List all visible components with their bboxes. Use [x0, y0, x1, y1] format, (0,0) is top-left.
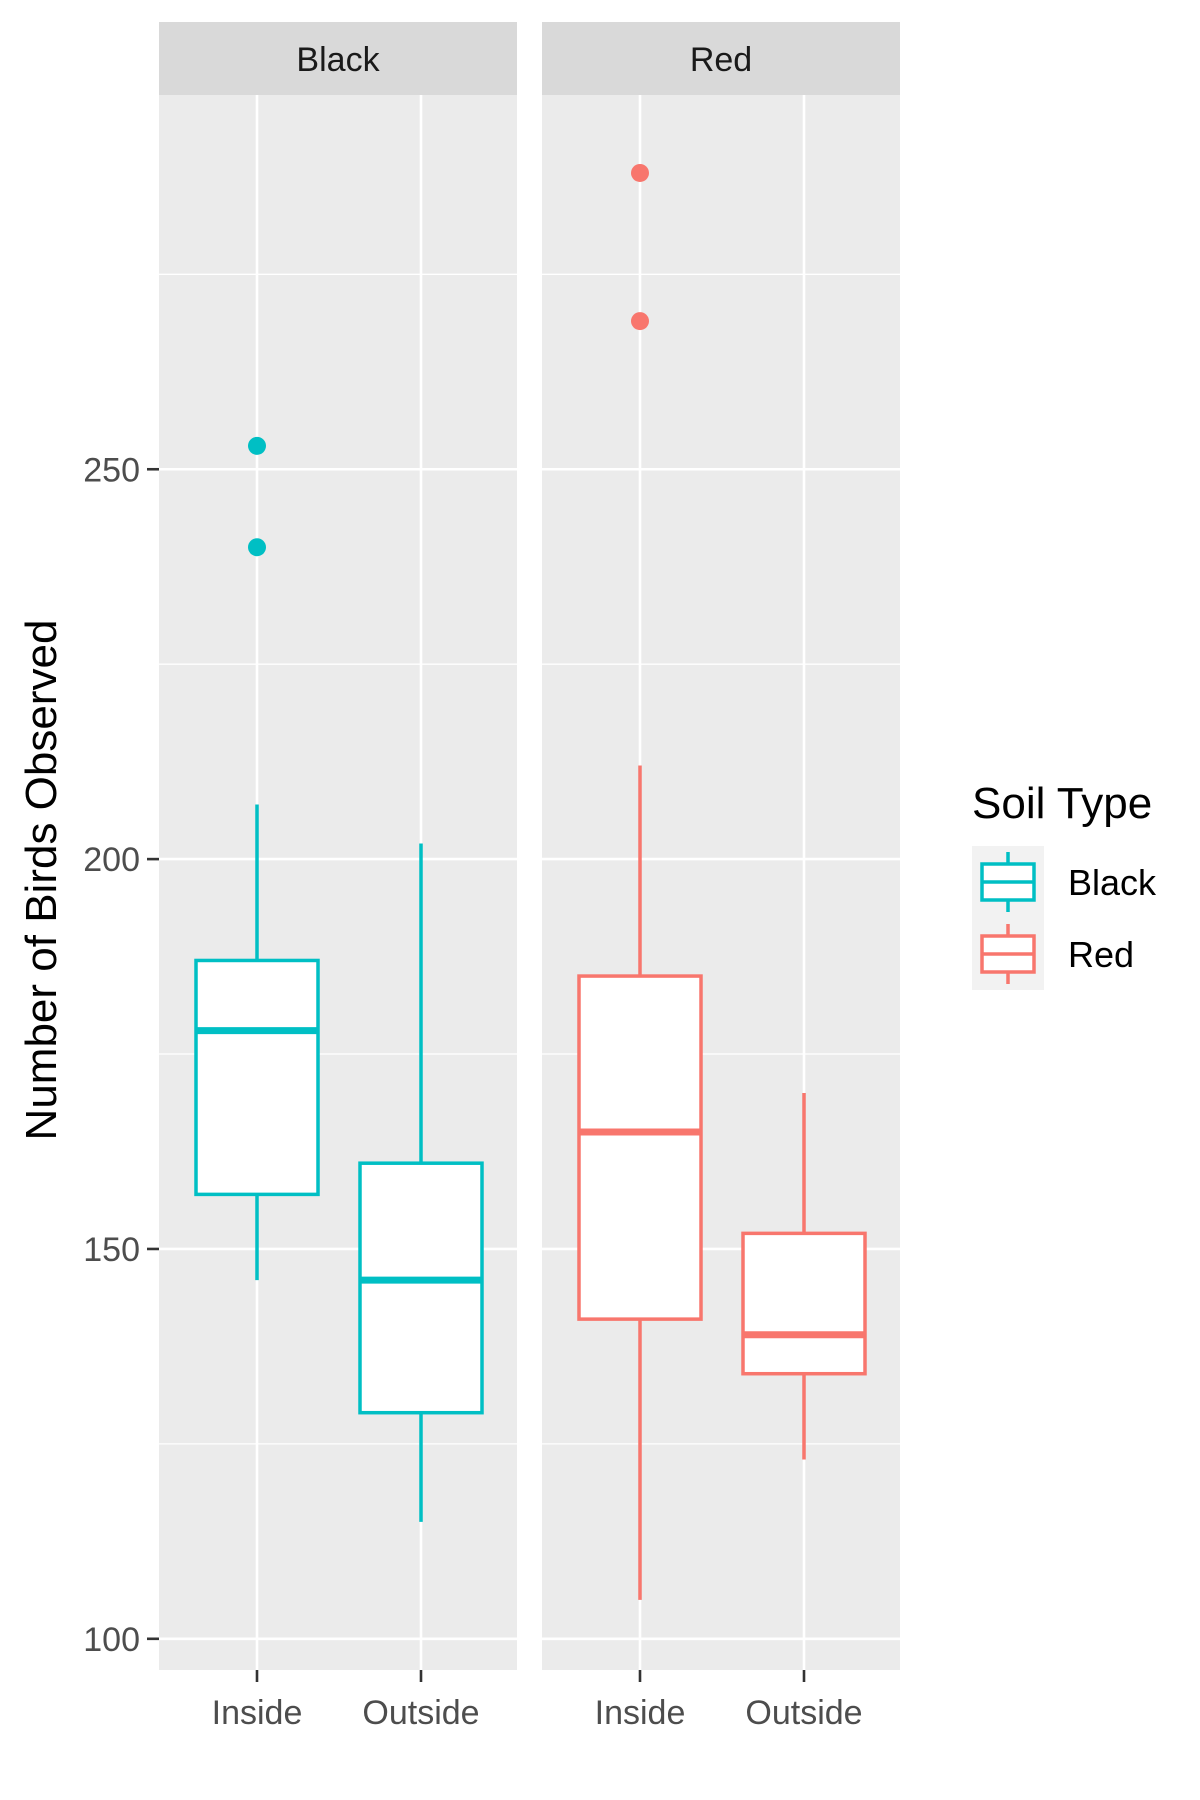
legend-entry-red: Red — [980, 924, 1134, 984]
legend: Soil Type Black Red — [972, 779, 1157, 990]
legend-label: Red — [1068, 934, 1134, 975]
iqr-box — [358, 1161, 484, 1415]
legend-entry-black: Black — [980, 852, 1157, 912]
legend-label: Black — [1068, 862, 1157, 903]
x-tick-label: Inside — [212, 1694, 303, 1732]
iqr-box — [741, 1231, 867, 1376]
iqr-box — [194, 958, 320, 1197]
y-axis-title: Number of Birds Observed — [17, 620, 66, 1141]
legend-title: Soil Type — [972, 779, 1152, 828]
panel-background — [159, 95, 517, 1670]
facet-panels: Black Inside Outside Red Inside Outside — [159, 22, 900, 1732]
panel-background — [542, 95, 900, 1670]
outlier-point — [248, 436, 266, 455]
y-axis: 100 150 200 250 — [83, 451, 159, 1659]
facet-strip — [542, 22, 900, 95]
box-red-inside — [577, 163, 703, 1600]
outlier-point — [631, 312, 649, 331]
legend-entries: Black Red — [972, 846, 1157, 990]
y-tick-label: 200 — [83, 841, 140, 879]
y-tick-label: 250 — [83, 451, 140, 489]
y-tick-label: 150 — [83, 1231, 140, 1269]
facet-panel-black: Black Inside Outside — [159, 22, 517, 1732]
x-tick-label: Outside — [362, 1694, 479, 1732]
x-tick-label: Outside — [745, 1694, 862, 1732]
box-black-outside — [358, 843, 484, 1522]
legend-key — [980, 852, 1036, 912]
box-red-outside — [741, 1093, 867, 1460]
outlier-point — [248, 538, 266, 557]
legend-key — [980, 924, 1036, 984]
facet-strip-label: Black — [296, 41, 380, 79]
box-black-inside — [194, 436, 320, 1281]
facet-strip — [159, 22, 517, 95]
facet-panel-red: Red Inside Outside — [542, 22, 900, 1732]
outlier-point — [631, 163, 649, 182]
x-tick-label: Inside — [595, 1694, 686, 1732]
facet-strip-label: Red — [690, 41, 752, 79]
y-tick-label: 100 — [83, 1621, 140, 1659]
iqr-box — [577, 974, 703, 1321]
